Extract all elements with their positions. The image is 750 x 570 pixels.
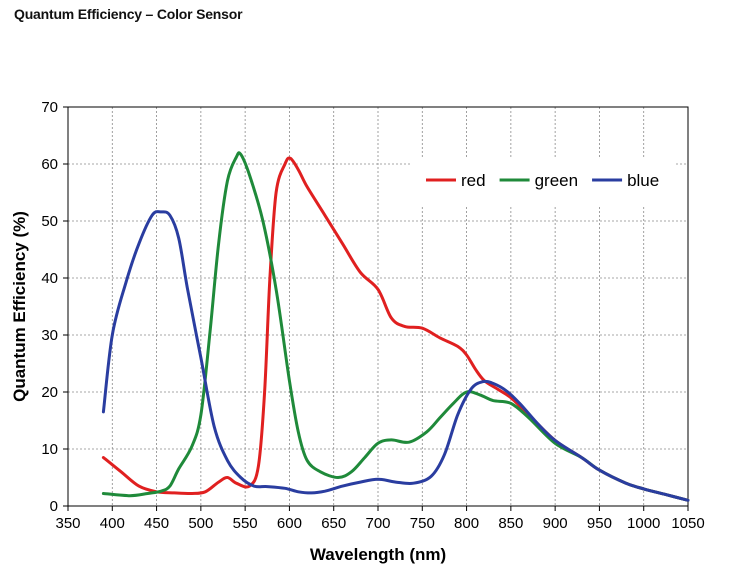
x-tick-label: 1000 — [627, 515, 660, 532]
x-tick-label: 950 — [587, 515, 612, 532]
y-axis-label: Quantum Efficiency (%) — [10, 211, 29, 402]
x-tick-label: 600 — [277, 515, 302, 532]
y-tick-label: 70 — [41, 99, 58, 116]
chart-title: Quantum Efficiency – Color Sensor — [14, 6, 243, 22]
y-tick-label: 0 — [50, 498, 58, 515]
x-tick-label: 450 — [144, 515, 169, 532]
x-tick-label: 650 — [321, 515, 346, 532]
x-tick-label: 350 — [55, 515, 80, 532]
y-tick-label: 60 — [41, 156, 58, 173]
x-tick-label: 1050 — [671, 515, 704, 532]
y-tick-label: 30 — [41, 327, 58, 344]
tick-labels: 350 400 450 500 550 600 650 700 750 800 850 900 950 1… — [41, 99, 704, 532]
legend: red green blue — [412, 158, 674, 206]
x-tick-label: 750 — [410, 515, 435, 532]
legend-label-green: green — [535, 171, 578, 190]
legend-label-blue: blue — [627, 171, 659, 190]
x-tick-label: 400 — [100, 515, 125, 532]
legend-label-red: red — [461, 171, 486, 190]
y-tick-label: 10 — [41, 441, 58, 458]
x-tick-label: 800 — [454, 515, 479, 532]
legend-box — [412, 158, 674, 206]
y-tick-label: 40 — [41, 270, 58, 287]
x-tick-label: 500 — [188, 515, 213, 532]
x-tick-label: 700 — [365, 515, 390, 532]
series-line-green — [101, 151, 690, 502]
series-line-blue — [101, 210, 690, 502]
x-tick-label: 900 — [543, 515, 568, 532]
y-tick-label: 50 — [41, 213, 58, 230]
x-tick-label: 550 — [233, 515, 258, 532]
x-tick-label: 850 — [498, 515, 523, 532]
y-tick-label: 20 — [41, 384, 58, 401]
x-axis-label: Wavelength (nm) — [310, 545, 446, 564]
series-lines — [101, 151, 690, 502]
